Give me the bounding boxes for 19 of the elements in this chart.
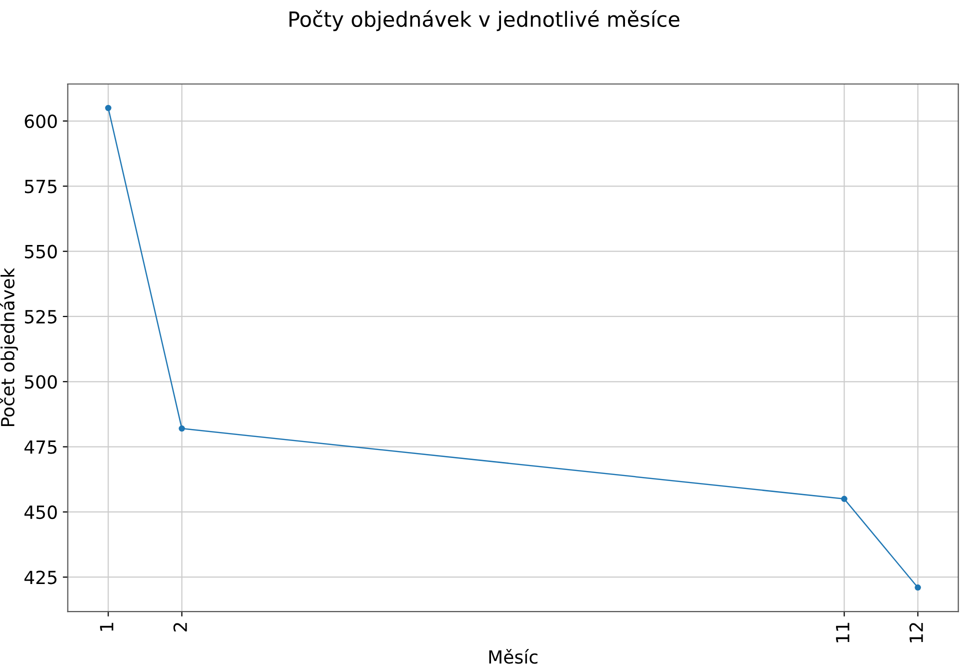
y-tick-label: 475: [24, 440, 56, 454]
y-tick-label: 450: [24, 505, 57, 520]
x-tick-label: 2: [173, 623, 187, 632]
y-axis-title: Počet objednávek: [0, 268, 18, 426]
y-tick-label: 525: [24, 310, 56, 324]
point: [841, 496, 848, 502]
x-tick-label: 1: [100, 622, 114, 631]
x-axis-title: Měsíc: [489, 649, 538, 664]
point: [105, 104, 112, 112]
x-tick-label: 12: [909, 623, 923, 642]
y-tick-label: 425: [24, 570, 56, 584]
y-tick-label: 600: [24, 114, 57, 128]
y-tick-label: 550: [24, 244, 57, 258]
chart-title: Počty objednávek v jednotlivé měsíce: [290, 10, 680, 32]
y-tick-label: 500: [24, 375, 57, 389]
point: [914, 584, 921, 591]
y-tick-label: 575: [24, 180, 56, 194]
point: [178, 425, 185, 432]
x-tick-label: 11: [836, 622, 850, 642]
